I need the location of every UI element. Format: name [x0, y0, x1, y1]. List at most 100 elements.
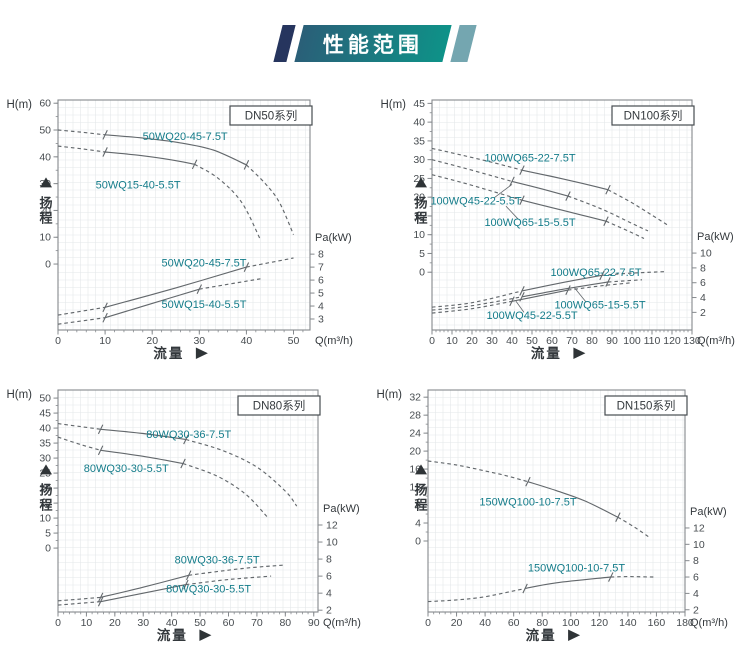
- x-tick-label: 100: [623, 335, 641, 347]
- head-axis-unit: H(m): [376, 389, 402, 401]
- power-curve: 150WQ100-10-7.5T: [427, 563, 654, 603]
- curve-break-mark: [191, 159, 198, 170]
- x-tick-label: 20: [109, 617, 121, 629]
- x-tick-label: 20: [146, 335, 158, 347]
- curve-break-mark: [196, 284, 203, 295]
- x-tick-label: 50: [194, 617, 206, 629]
- chart-dn150-series: 0 20 40 60 80 100 120 140 160 180 32 28 24 20 16 12 8 4 0 1…: [375, 375, 750, 665]
- curve-break-mark: [525, 476, 531, 487]
- head-label-char: 程: [39, 210, 52, 225]
- h-tick-label: 50: [39, 125, 51, 137]
- curve-break-mark: [183, 434, 189, 445]
- power-axis-unit: Pa(kW): [697, 231, 734, 243]
- curve-label: 100WQ65-22-7.5T: [484, 152, 575, 164]
- curve-label: 150WQ100-10-7.5T: [479, 496, 576, 508]
- pa-tick-label: 10: [326, 537, 338, 549]
- up-triangle-icon: [40, 177, 52, 188]
- head-label-char: 程: [414, 497, 427, 512]
- axes: 0 20 40 60 80 100 120 140 160 1803228242016128401…: [409, 392, 705, 629]
- x-tick-label: 60: [223, 617, 235, 629]
- plot-border: [431, 99, 693, 331]
- curve-label: 50WQ20-45-7.5T: [143, 131, 228, 143]
- h-tick-label: 20: [413, 192, 425, 204]
- pump-curves: 150WQ100-10-7.5T 150WQ100-10-7.5T: [427, 460, 654, 603]
- curve-break-mark: [603, 216, 609, 227]
- h-tick-label: 20: [409, 446, 421, 458]
- x-tick-label: 120: [663, 335, 681, 347]
- x-tick-label: 0: [55, 335, 61, 347]
- plot-border: [427, 389, 686, 613]
- pa-tick-label: 10: [693, 539, 705, 551]
- flow-axis-unit: Q(m³/h): [690, 617, 728, 629]
- h-tick-label: 24: [409, 428, 421, 440]
- x-tick-label: 160: [648, 617, 666, 629]
- up-triangle-icon: [40, 464, 52, 475]
- h-tick-label: 10: [39, 513, 51, 525]
- curve-break-mark: [97, 596, 104, 607]
- x-tick-label: 80: [586, 335, 598, 347]
- curve-break-mark: [605, 184, 611, 195]
- head-label-char: 程: [414, 210, 427, 225]
- curve-break-mark: [102, 312, 108, 323]
- head-curve: 80WQ30-36-7.5T: [57, 423, 298, 507]
- page-title: 性能范围: [323, 33, 423, 57]
- curve-break-mark: [522, 583, 528, 594]
- axes: 0 10 20 30 40 50 60 70 80 90 100 110 120 130454035302…: [413, 98, 712, 347]
- h-tick-label: 35: [39, 438, 51, 450]
- h-tick-label: 30: [39, 453, 51, 465]
- h-tick-label: 32: [409, 392, 421, 404]
- head-curve: 100WQ65-15-5.5T: [431, 174, 645, 240]
- curve-break-mark: [565, 191, 571, 201]
- pa-tick-label: 6: [700, 277, 706, 289]
- x-tick-label: 70: [251, 617, 263, 629]
- h-tick-label: 60: [39, 98, 51, 110]
- power-axis-unit: Pa(kW): [315, 232, 352, 244]
- curve-break-mark: [243, 262, 250, 272]
- head-label-char: 扬: [414, 195, 427, 210]
- h-tick-label: 15: [413, 210, 425, 222]
- x-tick-label: 40: [241, 335, 253, 347]
- curve-break-mark: [599, 270, 605, 281]
- pump-performance-chart: 0102030405060708090504540353025201510501…: [6, 389, 360, 643]
- curve-label: 50WQ15-40-5.5T: [96, 179, 181, 191]
- label-leader-line: [515, 301, 525, 313]
- power-axis-unit: Pa(kW): [323, 503, 360, 515]
- pa-tick-label: 5: [318, 288, 324, 300]
- series-name-label: DN50系列: [245, 109, 297, 123]
- x-tick-label: 180: [676, 617, 694, 629]
- plot-border: [57, 99, 311, 331]
- curve-label: 100WQ65-15-5.5T: [484, 217, 575, 229]
- series-name-box: [604, 395, 688, 416]
- h-tick-label: 0: [419, 267, 425, 279]
- chart-dn50-series: 010203040506050403020100876543H(m)Pa(kW)…: [0, 85, 375, 375]
- right-triangle-icon: [573, 347, 586, 359]
- x-tick-label: 30: [193, 335, 205, 347]
- h-tick-label: 28: [409, 410, 421, 422]
- pa-tick-label: 6: [693, 572, 699, 584]
- label-leader-line: [493, 184, 513, 199]
- flow-label: 流量: [157, 627, 188, 643]
- power-curve: 80WQ30-36-7.5T: [57, 554, 286, 603]
- axes: 0102030405060708090504540353025201510501…: [39, 393, 338, 629]
- h-tick-label: 40: [39, 423, 51, 435]
- pump-curves: 100WQ65-22-7.5T100WQ45-22-5.5T100WQ65-15…: [430, 147, 669, 322]
- h-tick-label: 35: [413, 135, 425, 147]
- flow-label: 流量: [526, 627, 557, 643]
- flow-axis-unit: Q(m³/h): [697, 335, 735, 347]
- x-tick-label: 80: [536, 617, 548, 629]
- pa-tick-label: 8: [326, 554, 332, 566]
- curve-break-mark: [519, 195, 525, 206]
- pump-performance-chart: 010203040506050403020100876543H(m)Pa(kW)…: [6, 98, 352, 361]
- x-tick-label: 0: [55, 617, 61, 629]
- power-curve: 80WQ30-30-5.5T: [57, 575, 272, 607]
- series-name-label: DN80系列: [253, 399, 305, 413]
- curve-break-mark: [97, 445, 104, 456]
- h-tick-label: 10: [413, 229, 425, 241]
- x-tick-label: 50: [526, 335, 538, 347]
- head-curve: 150WQ100-10-7.5T: [427, 460, 652, 539]
- h-tick-label: 40: [39, 151, 51, 163]
- h-tick-label: 20: [39, 483, 51, 495]
- curve-label: 50WQ20-45-7.5T: [162, 258, 247, 270]
- curve-label: 50WQ15-40-5.5T: [162, 299, 247, 311]
- pa-tick-label: 12: [693, 522, 705, 534]
